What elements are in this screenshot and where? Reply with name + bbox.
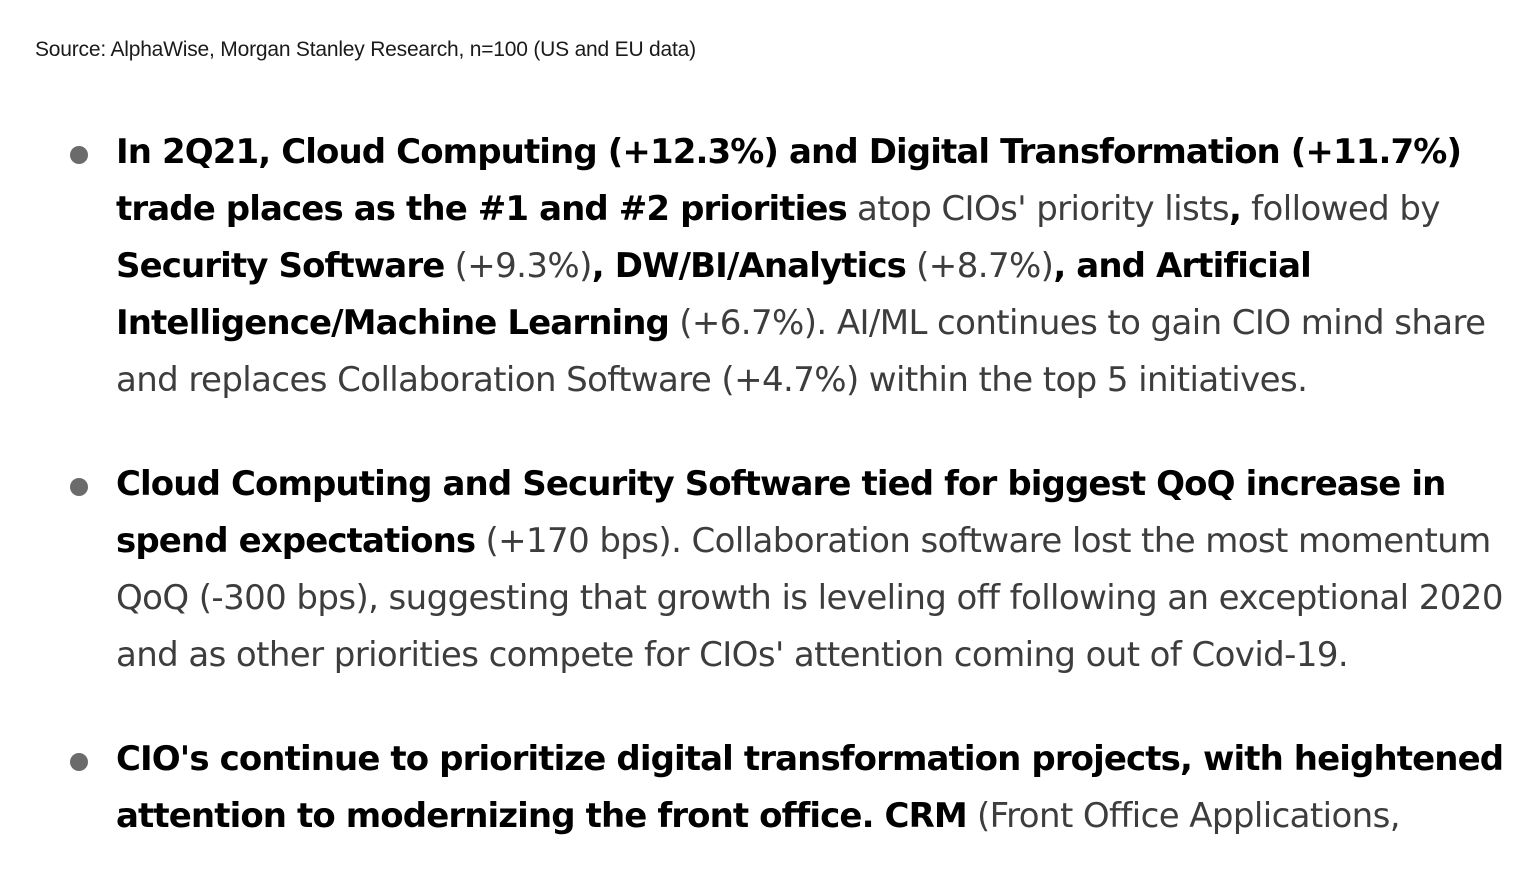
bullet-3-bold-text: CIO's continue to prioritize digital tra… — [116, 739, 1504, 836]
bullet-item-1: In 2Q21, Cloud Computing (+12.3%) and Di… — [0, 124, 1536, 409]
bullet-1-text: (+9.3%) — [444, 246, 593, 286]
source-note: Source: AlphaWise, Morgan Stanley Resear… — [35, 38, 696, 61]
bullet-dot-icon — [70, 146, 88, 164]
bullet-dot-icon — [70, 753, 88, 771]
bullet-1-bold-text: In 2Q21, Cloud Computing (+12.3%) and Di… — [116, 132, 1462, 229]
bullet-3-text: (Front Office Applications, — [966, 796, 1401, 836]
bullet-1-bold-text: , — [1228, 189, 1242, 229]
bullet-1-text: (+6.7%). AI/ML continues to gain CIO min… — [116, 303, 1486, 400]
bullet-1-bold-text: , and Artificial Intelligence/Machine Le… — [116, 246, 1312, 343]
bullet-1-bold-text: , DW/BI/Analytics — [591, 246, 907, 286]
bullet-dot-icon — [70, 478, 88, 496]
bullet-1-text: followed by — [1240, 189, 1440, 229]
bullet-item-2: Cloud Computing and Security Software ti… — [0, 456, 1536, 684]
bullet-1-bold-text: Security Software — [116, 246, 445, 286]
bullet-2-bold-text: Cloud Computing and Security Software ti… — [116, 464, 1446, 561]
bullet-1-text: atop CIOs' priority lists — [846, 189, 1230, 229]
bullet-2-text: (+170 bps). Collaboration software lost … — [116, 521, 1503, 675]
bullet-item-3: CIO's continue to prioritize digital tra… — [0, 731, 1536, 845]
bullet-1-text: (+8.7%) — [905, 246, 1054, 286]
bullet-list: In 2Q21, Cloud Computing (+12.3%) and Di… — [0, 124, 1536, 892]
